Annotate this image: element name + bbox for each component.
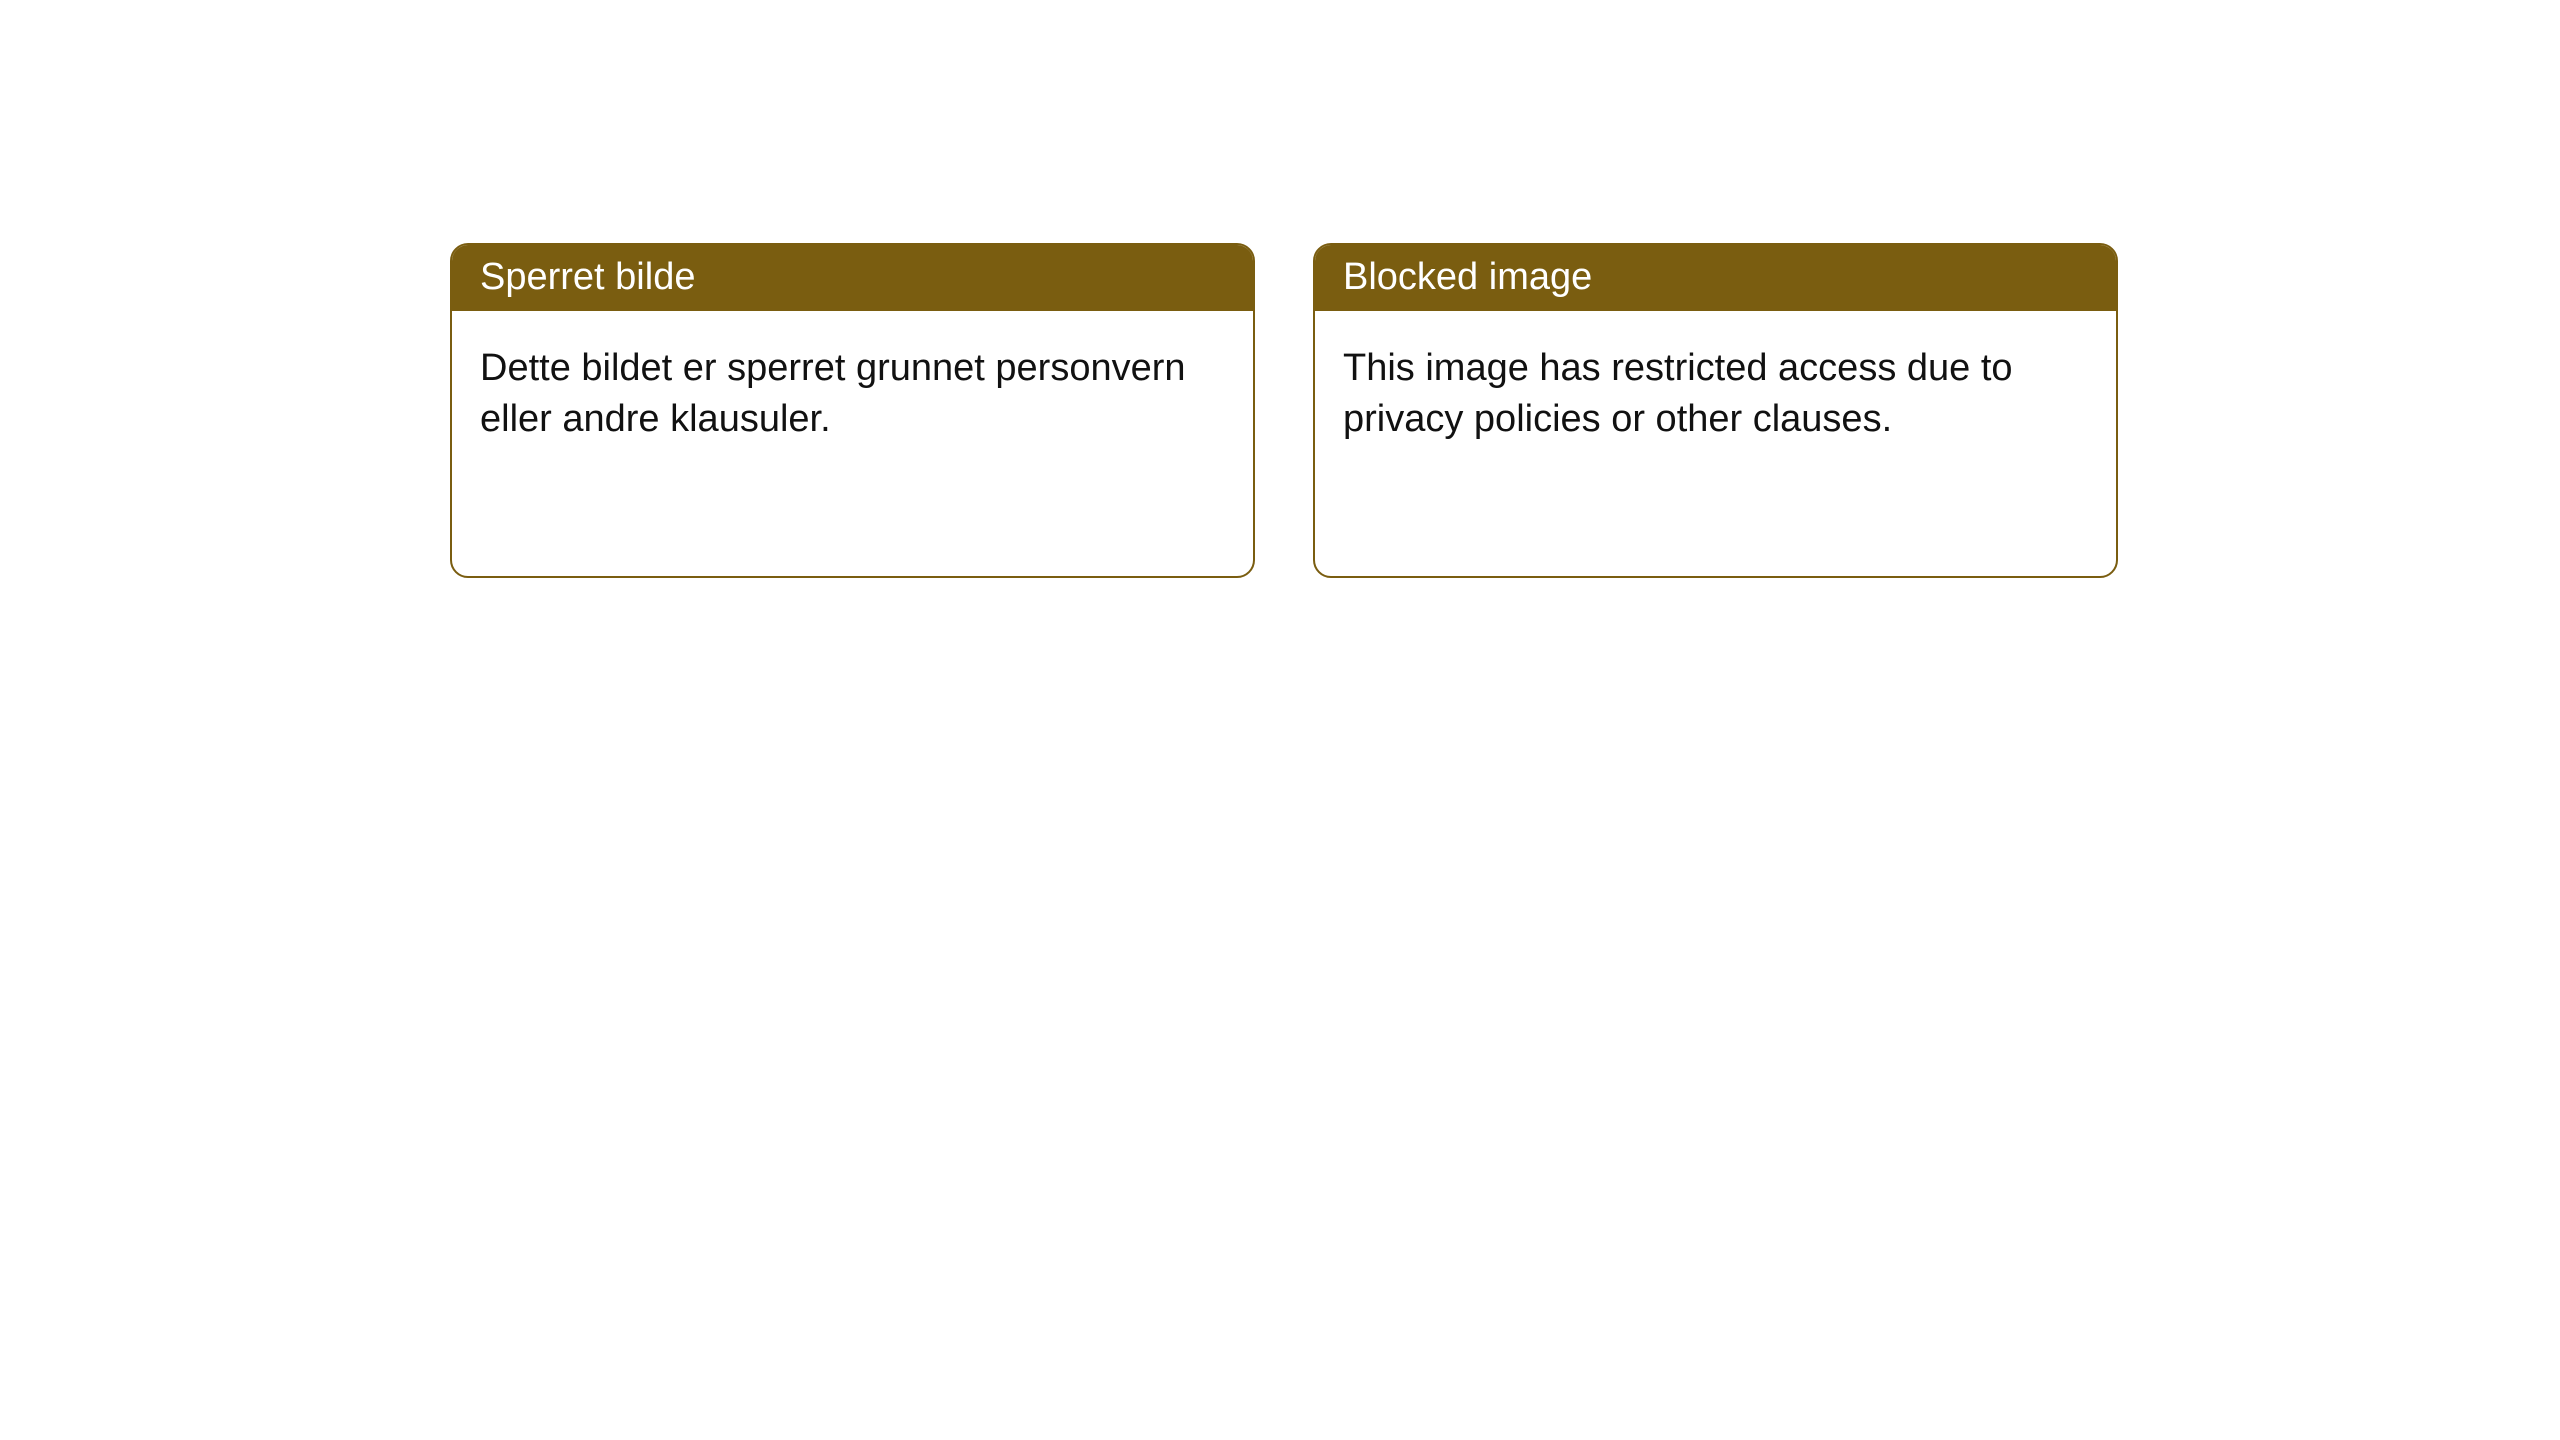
card-header: Blocked image bbox=[1315, 245, 2116, 311]
notice-card-norwegian: Sperret bilde Dette bildet er sperret gr… bbox=[450, 243, 1255, 578]
card-body: Dette bildet er sperret grunnet personve… bbox=[452, 311, 1253, 478]
notice-card-english: Blocked image This image has restricted … bbox=[1313, 243, 2118, 578]
notice-cards-container: Sperret bilde Dette bildet er sperret gr… bbox=[450, 243, 2118, 578]
card-body: This image has restricted access due to … bbox=[1315, 311, 2116, 478]
card-header: Sperret bilde bbox=[452, 245, 1253, 311]
